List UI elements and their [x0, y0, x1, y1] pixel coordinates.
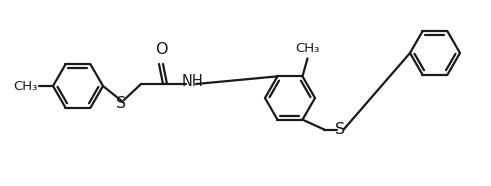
- Text: CH₃: CH₃: [14, 79, 38, 92]
- Text: NH: NH: [182, 75, 204, 89]
- Text: S: S: [116, 97, 126, 111]
- Text: CH₃: CH₃: [295, 42, 320, 55]
- Text: O: O: [155, 42, 167, 57]
- Text: S: S: [335, 122, 346, 137]
